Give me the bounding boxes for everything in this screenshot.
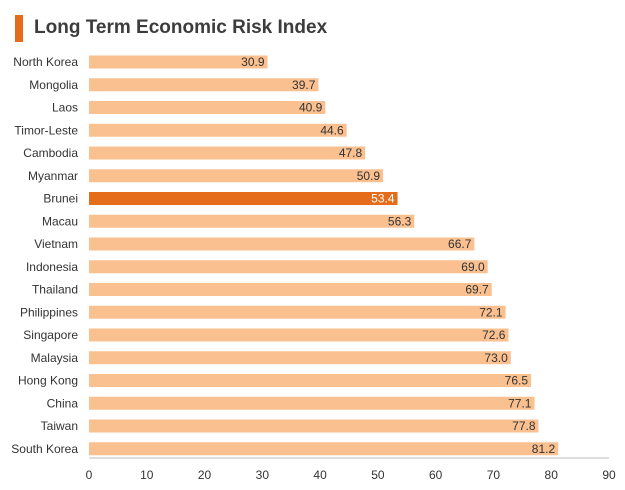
x-tick-label: 10: [140, 468, 154, 482]
bar-thailand: [89, 283, 492, 296]
value-label: 73.0: [484, 351, 508, 365]
category-label: North Korea: [13, 55, 78, 69]
x-tick-label: 90: [602, 468, 616, 482]
bar-philippines: [89, 305, 506, 319]
category-label: Hong Kong: [18, 374, 78, 388]
bar-timor-leste: [89, 123, 347, 137]
bar-china: [89, 396, 535, 410]
bar-malaysia: [89, 351, 511, 365]
bar-vietnam: [89, 237, 475, 251]
category-label: South Korea: [11, 442, 78, 456]
value-label: 77.8: [512, 419, 536, 433]
category-label: Thailand: [32, 283, 78, 297]
bar-laos: [89, 101, 326, 114]
value-label: 72.1: [479, 305, 503, 319]
x-tick-label: 70: [487, 468, 501, 482]
value-label: 69.7: [465, 283, 489, 297]
value-label: 50.9: [357, 169, 381, 183]
category-label: Indonesia: [26, 260, 78, 274]
category-labels-group: North Korea Mongolia Laos Timor-Leste Cambod…: [11, 55, 78, 456]
x-tick-label: 40: [313, 468, 327, 482]
bar-south-korea: [89, 442, 559, 456]
category-label: Mongolia: [29, 78, 78, 92]
x-axis-ticks: 0 10 20 30 40 50 60 70 80 90: [86, 468, 616, 482]
category-label: Cambodia: [23, 146, 78, 160]
bar-brunei: [89, 192, 398, 205]
x-tick-label: 20: [198, 468, 212, 482]
bar-mongolia: [89, 78, 319, 92]
category-label: Laos: [52, 101, 78, 115]
category-label: Vietnam: [34, 237, 78, 251]
value-label: 76.5: [505, 374, 529, 388]
value-label: 30.9: [241, 55, 265, 69]
bar-north-korea: [89, 55, 268, 69]
value-label: 53.4: [371, 192, 395, 206]
x-tick-label: 50: [371, 468, 385, 482]
bar-hong-kong: [89, 374, 531, 387]
category-label: Taiwan: [41, 419, 78, 433]
value-label: 81.2: [532, 442, 556, 456]
category-label: Timor-Leste: [14, 123, 78, 137]
chart-title: Long Term Economic Risk Index: [34, 17, 328, 38]
value-label: 66.7: [448, 237, 472, 251]
bar-cambodia: [89, 146, 366, 160]
bar-taiwan: [89, 419, 539, 433]
x-tick-label: 30: [256, 468, 270, 482]
x-tick-label: 0: [86, 468, 93, 482]
value-label: 44.6: [320, 123, 344, 137]
category-label: Brunei: [43, 192, 78, 206]
title-accent-bar: [15, 15, 23, 42]
bars-group: [89, 55, 559, 456]
value-label: 40.9: [299, 101, 323, 115]
bar-macau: [89, 214, 415, 228]
category-label: Myanmar: [28, 169, 78, 183]
x-tick-label: 60: [429, 468, 443, 482]
value-labels-group: 30.9 39.7 40.9 44.6 47.8 50.9 53.4 56.3 66.7 69.0…: [241, 55, 555, 456]
value-label: 39.7: [292, 78, 316, 92]
category-label: China: [47, 396, 79, 410]
bar-indonesia: [89, 260, 488, 274]
category-label: Singapore: [23, 328, 78, 342]
bar-myanmar: [89, 169, 384, 183]
category-label: Malaysia: [31, 351, 79, 365]
value-label: 69.0: [461, 260, 485, 274]
value-label: 77.1: [508, 396, 532, 410]
category-label: Macau: [42, 214, 78, 228]
value-label: 72.6: [482, 328, 506, 342]
x-tick-label: 80: [545, 468, 559, 482]
bar-singapore: [89, 328, 509, 342]
value-label: 47.8: [339, 146, 363, 160]
value-label: 56.3: [388, 214, 412, 228]
category-label: Philippines: [20, 305, 78, 319]
